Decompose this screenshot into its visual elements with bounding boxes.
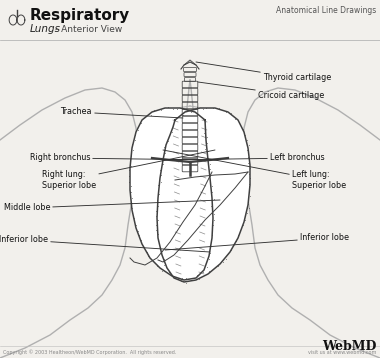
Text: WebMD: WebMD (321, 340, 376, 353)
Polygon shape (157, 108, 250, 282)
Text: Right lung:
Superior lobe: Right lung: Superior lobe (42, 150, 215, 190)
Text: Inferior lobe: Inferior lobe (165, 233, 349, 250)
Text: Anatomical Line Drawings: Anatomical Line Drawings (276, 6, 376, 15)
Text: Left bronchus: Left bronchus (163, 154, 325, 163)
Text: visit us at www.webmd.com: visit us at www.webmd.com (308, 350, 376, 355)
Text: - Anterior View: - Anterior View (55, 25, 122, 34)
Text: Cricoid cartilage: Cricoid cartilage (198, 82, 324, 100)
Text: Trachea: Trachea (60, 107, 183, 118)
Text: Middle lobe: Middle lobe (3, 200, 220, 213)
Text: Lungs: Lungs (30, 24, 61, 34)
Text: Thyroid cartilage: Thyroid cartilage (196, 62, 331, 82)
Text: Left lung:
Superior lobe: Left lung: Superior lobe (163, 150, 346, 190)
Text: Respiratory: Respiratory (30, 8, 130, 23)
Text: Right bronchus: Right bronchus (30, 154, 218, 163)
Text: Copyright © 2003 Healtheon/WebMD Corporation.  All rights reserved.: Copyright © 2003 Healtheon/WebMD Corpora… (3, 349, 176, 355)
Polygon shape (130, 108, 213, 280)
Text: Inferior lobe: Inferior lobe (0, 236, 210, 252)
